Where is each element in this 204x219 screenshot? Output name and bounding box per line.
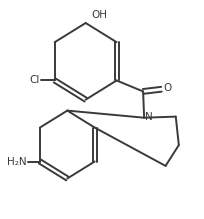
Text: Cl: Cl (30, 76, 40, 85)
Text: O: O (164, 83, 172, 93)
Text: H₂N: H₂N (7, 157, 27, 166)
Text: OH: OH (92, 10, 108, 20)
Text: N: N (145, 112, 153, 122)
